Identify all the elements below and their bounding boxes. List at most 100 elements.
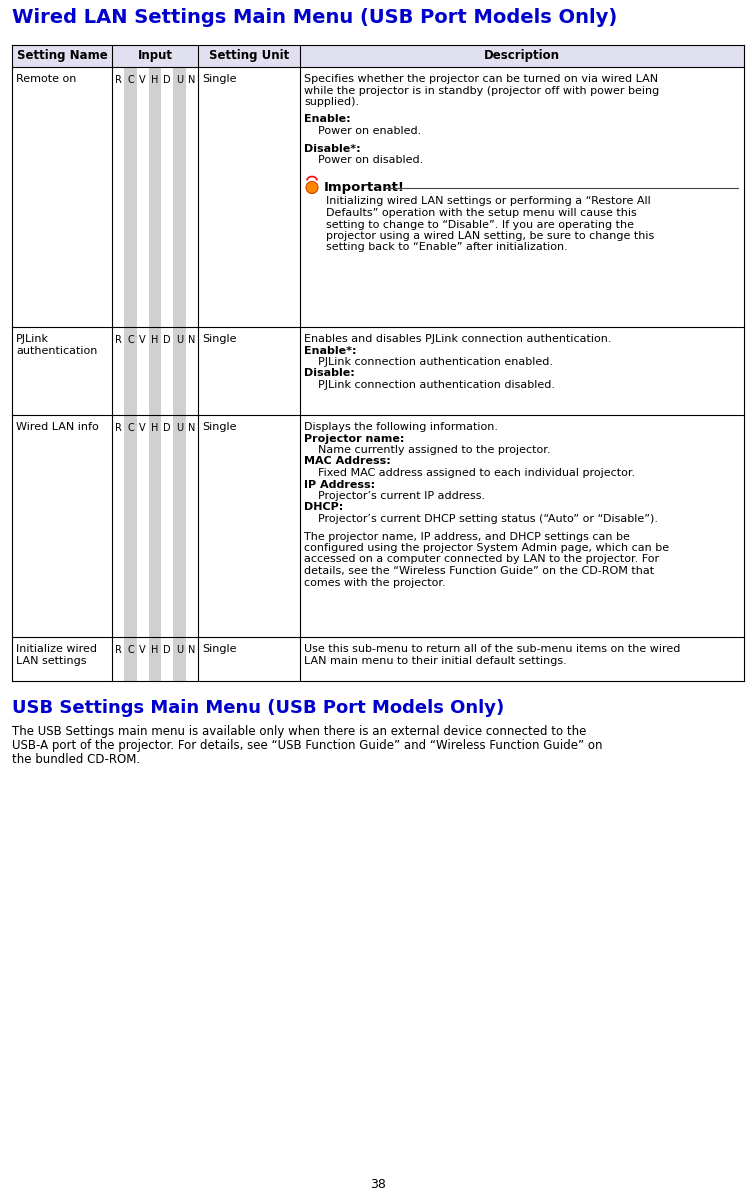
Text: Disable*:: Disable*: (304, 143, 361, 154)
Text: N: N (188, 75, 196, 85)
Text: Power on enabled.: Power on enabled. (318, 126, 421, 136)
Text: Enable:: Enable: (304, 115, 351, 124)
Bar (112, 637, 124, 681)
Bar (173, 415, 186, 637)
Text: H: H (151, 645, 159, 655)
Text: Setting Unit: Setting Unit (209, 49, 289, 62)
Text: Single: Single (202, 422, 237, 432)
Text: N: N (188, 424, 196, 433)
Text: V: V (139, 335, 146, 345)
Text: Description: Description (484, 49, 560, 62)
Text: R: R (115, 424, 122, 433)
Bar (12, 327, 744, 415)
Bar (12, 67, 744, 327)
Text: D: D (163, 75, 171, 85)
Text: PJLink connection authentication disabled.: PJLink connection authentication disable… (318, 381, 555, 390)
Bar (124, 67, 137, 327)
Text: U: U (176, 424, 183, 433)
Text: N: N (188, 335, 196, 345)
Text: Name currently assigned to the projector.: Name currently assigned to the projector… (318, 445, 550, 455)
Text: H: H (151, 424, 159, 433)
Bar (12, 637, 744, 681)
Bar (112, 67, 124, 327)
Text: PJLink connection authentication enabled.: PJLink connection authentication enabled… (318, 357, 553, 367)
Bar (186, 637, 198, 681)
Text: LAN settings: LAN settings (16, 655, 86, 666)
Text: Setting Name: Setting Name (17, 49, 107, 62)
Text: Projector’s current IP address.: Projector’s current IP address. (318, 492, 485, 501)
Bar (124, 327, 137, 415)
Text: N: N (188, 645, 196, 655)
Text: Single: Single (202, 644, 237, 654)
Bar (124, 637, 137, 681)
Bar (149, 327, 161, 415)
Text: Wired LAN Settings Main Menu (USB Port Models Only): Wired LAN Settings Main Menu (USB Port M… (12, 8, 617, 27)
Text: Disable:: Disable: (304, 369, 355, 378)
Circle shape (306, 181, 318, 193)
Text: R: R (115, 645, 122, 655)
Text: D: D (163, 645, 171, 655)
Text: H: H (151, 335, 159, 345)
Text: PJLink: PJLink (16, 334, 49, 344)
Text: accessed on a computer connected by LAN to the projector. For: accessed on a computer connected by LAN … (304, 555, 659, 564)
Bar (149, 637, 161, 681)
Bar (173, 67, 186, 327)
Text: Use this sub-menu to return all of the sub-menu items on the wired: Use this sub-menu to return all of the s… (304, 644, 680, 654)
Text: Enable*:: Enable*: (304, 346, 357, 356)
Text: Specifies whether the projector can be turned on via wired LAN: Specifies whether the projector can be t… (304, 74, 658, 84)
Text: D: D (163, 424, 171, 433)
Bar (137, 67, 149, 327)
Bar (124, 415, 137, 637)
Text: while the projector is in standby (projector off with power being: while the projector is in standby (proje… (304, 86, 659, 95)
Text: R: R (115, 75, 122, 85)
Text: comes with the projector.: comes with the projector. (304, 577, 445, 587)
Bar (161, 67, 173, 327)
Text: setting back to “Enable” after initialization.: setting back to “Enable” after initializ… (326, 242, 568, 253)
Text: R: R (115, 335, 122, 345)
Text: Wired LAN info: Wired LAN info (16, 422, 99, 432)
Bar (161, 327, 173, 415)
Bar (161, 415, 173, 637)
Bar (12, 45, 744, 67)
Text: Input: Input (138, 49, 172, 62)
Text: configured using the projector System Admin page, which can be: configured using the projector System Ad… (304, 543, 669, 554)
Text: the bundled CD-ROM.: the bundled CD-ROM. (12, 753, 140, 766)
Text: USB-A port of the projector. For details, see “USB Function Guide” and “Wireless: USB-A port of the projector. For details… (12, 738, 603, 752)
Bar (173, 327, 186, 415)
Text: The projector name, IP address, and DHCP settings can be: The projector name, IP address, and DHCP… (304, 532, 630, 542)
Text: DHCP:: DHCP: (304, 502, 343, 513)
Text: D: D (163, 335, 171, 345)
Text: MAC Address:: MAC Address: (304, 457, 391, 466)
Text: Projector name:: Projector name: (304, 433, 404, 444)
Text: Projector’s current DHCP setting status (“Auto” or “Disable”).: Projector’s current DHCP setting status … (318, 514, 658, 524)
Text: Enables and disables PJLink connection authentication.: Enables and disables PJLink connection a… (304, 334, 612, 344)
Bar (173, 637, 186, 681)
Text: Important!: Important! (324, 180, 405, 193)
Text: Fixed MAC address assigned to each individual projector.: Fixed MAC address assigned to each indiv… (318, 468, 635, 478)
Text: projector using a wired LAN setting, be sure to change this: projector using a wired LAN setting, be … (326, 231, 654, 241)
Text: setting to change to “Disable”. If you are operating the: setting to change to “Disable”. If you a… (326, 220, 634, 229)
Text: The USB Settings main menu is available only when there is an external device co: The USB Settings main menu is available … (12, 725, 587, 738)
Text: supplied).: supplied). (304, 97, 359, 107)
Text: U: U (176, 645, 183, 655)
Text: LAN main menu to their initial default settings.: LAN main menu to their initial default s… (304, 655, 567, 666)
Bar (186, 67, 198, 327)
Text: IP Address:: IP Address: (304, 480, 375, 489)
Bar (137, 327, 149, 415)
Bar (112, 327, 124, 415)
Text: Initializing wired LAN settings or performing a “Restore All: Initializing wired LAN settings or perfo… (326, 197, 651, 206)
Text: Power on disabled.: Power on disabled. (318, 155, 423, 165)
Text: Defaults” operation with the setup menu will cause this: Defaults” operation with the setup menu … (326, 208, 637, 218)
Text: C: C (127, 75, 134, 85)
Text: Displays the following information.: Displays the following information. (304, 422, 498, 432)
Bar (161, 637, 173, 681)
Text: C: C (127, 335, 134, 345)
Bar (149, 67, 161, 327)
Text: Single: Single (202, 334, 237, 344)
Text: C: C (127, 645, 134, 655)
Bar (112, 415, 124, 637)
Text: details, see the “Wireless Function Guide” on the CD-ROM that: details, see the “Wireless Function Guid… (304, 565, 654, 576)
Bar (149, 415, 161, 637)
Text: C: C (127, 424, 134, 433)
Bar (186, 415, 198, 637)
